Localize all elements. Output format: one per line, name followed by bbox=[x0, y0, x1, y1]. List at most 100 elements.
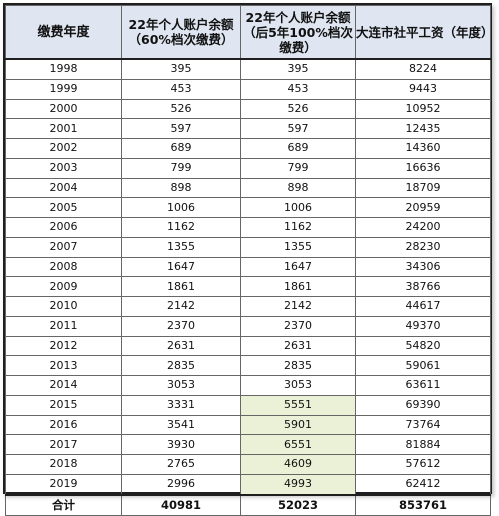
cell-avg-wage: 49370 bbox=[355, 315, 491, 337]
cell-balance-100pct: 4609 bbox=[240, 454, 356, 475]
cell-balance-60pct: 453 bbox=[121, 78, 241, 100]
cell-year: 2004 bbox=[5, 177, 122, 199]
cell-year: 2003 bbox=[5, 157, 122, 179]
cell-balance-100pct: 597 bbox=[240, 118, 356, 139]
cell-year: 2017 bbox=[5, 434, 122, 455]
cell-balance-100pct: 395 bbox=[240, 58, 356, 80]
cell-balance-100pct: 1162 bbox=[240, 217, 356, 238]
total-balance-100pct: 52023 bbox=[240, 493, 356, 516]
cell-avg-wage: 59061 bbox=[355, 355, 491, 376]
cell-balance-60pct: 526 bbox=[121, 98, 241, 120]
cell-balance-60pct: 2370 bbox=[121, 315, 241, 337]
table-row: 2018 2765 4609 57612 bbox=[5, 454, 491, 475]
table-row: 2001 597 597 12435 bbox=[5, 118, 491, 139]
cell-year: 2005 bbox=[5, 197, 122, 218]
cell-balance-60pct: 1861 bbox=[121, 276, 241, 297]
cell-balance-100pct: 526 bbox=[240, 98, 356, 120]
cell-year: 2000 bbox=[5, 98, 122, 120]
cell-avg-wage: 28230 bbox=[355, 236, 491, 258]
cell-balance-100pct: 1355 bbox=[240, 236, 356, 258]
table-row: 2008 1647 1647 34306 bbox=[5, 256, 491, 278]
table-row: 2019 2996 4993 62412 bbox=[5, 473, 491, 496]
cell-balance-60pct: 597 bbox=[121, 118, 241, 139]
cell-year: 2010 bbox=[5, 296, 122, 317]
cell-avg-wage: 44617 bbox=[355, 296, 491, 317]
cell-balance-60pct: 2142 bbox=[121, 296, 241, 317]
cell-balance-60pct: 2631 bbox=[121, 335, 241, 357]
cell-balance-60pct: 2765 bbox=[121, 454, 241, 475]
total-avg-wage: 853761 bbox=[355, 493, 491, 516]
table-body: 1998 395 395 8224 1999 453 453 9443 2000 526 526 10… bbox=[5, 58, 491, 496]
table-row: 2015 3331 5551 69390 bbox=[5, 394, 491, 416]
cell-balance-100pct: 4993 bbox=[240, 473, 356, 496]
table-row: 2002 689 689 14360 bbox=[5, 138, 491, 159]
cell-balance-100pct: 3053 bbox=[240, 375, 356, 396]
cell-year: 2016 bbox=[5, 414, 122, 436]
total-balance-60pct: 40981 bbox=[121, 493, 241, 516]
table-row: 2004 898 898 18709 bbox=[5, 177, 491, 199]
cell-year: 2015 bbox=[5, 394, 122, 416]
total-label: 合计 bbox=[5, 493, 122, 516]
cell-avg-wage: 10952 bbox=[355, 98, 491, 120]
table-row: 2013 2835 2835 59061 bbox=[5, 355, 491, 376]
cell-avg-wage: 24200 bbox=[355, 217, 491, 238]
cell-balance-100pct: 2835 bbox=[240, 355, 356, 376]
table-row: 2016 3541 5901 73764 bbox=[5, 414, 491, 436]
cell-avg-wage: 34306 bbox=[355, 256, 491, 278]
cell-avg-wage: 20959 bbox=[355, 197, 491, 218]
cell-avg-wage: 18709 bbox=[355, 177, 491, 199]
cell-balance-100pct: 1861 bbox=[240, 276, 356, 297]
cell-avg-wage: 38766 bbox=[355, 276, 491, 297]
cell-year: 2018 bbox=[5, 454, 122, 475]
cell-balance-60pct: 3930 bbox=[121, 434, 241, 455]
cell-year: 2011 bbox=[5, 315, 122, 337]
header-balance-100pct: 22年个人账户余额（后5年100%档次缴费） bbox=[240, 5, 356, 60]
cell-avg-wage: 9443 bbox=[355, 78, 491, 100]
cell-year: 2001 bbox=[5, 118, 122, 139]
cell-year: 2002 bbox=[5, 138, 122, 159]
spreadsheet-table-container: 缴费年度 22年个人账户余额（60%档次缴费） 22年个人账户余额（后5年100… bbox=[3, 3, 492, 516]
cell-avg-wage: 57612 bbox=[355, 454, 491, 475]
cell-year: 2012 bbox=[5, 335, 122, 357]
total-row: 合计 40981 52023 853761 bbox=[5, 493, 491, 516]
table-row: 2012 2631 2631 54820 bbox=[5, 335, 491, 357]
cell-avg-wage: 81884 bbox=[355, 434, 491, 455]
table-row: 2000 526 526 10952 bbox=[5, 98, 491, 120]
cell-balance-60pct: 1006 bbox=[121, 197, 241, 218]
cell-balance-60pct: 1355 bbox=[121, 236, 241, 258]
table-row: 2007 1355 1355 28230 bbox=[5, 236, 491, 258]
cell-balance-60pct: 3331 bbox=[121, 394, 241, 416]
cell-balance-60pct: 2996 bbox=[121, 473, 241, 496]
cell-balance-100pct: 5551 bbox=[240, 394, 356, 416]
cell-balance-100pct: 5901 bbox=[240, 414, 356, 436]
cell-avg-wage: 8224 bbox=[355, 58, 491, 80]
cell-balance-100pct: 689 bbox=[240, 138, 356, 159]
cell-balance-60pct: 2835 bbox=[121, 355, 241, 376]
table-row: 2014 3053 3053 63611 bbox=[5, 375, 491, 396]
cell-balance-100pct: 1647 bbox=[240, 256, 356, 278]
cell-balance-100pct: 898 bbox=[240, 177, 356, 199]
cell-avg-wage: 16636 bbox=[355, 157, 491, 179]
cell-avg-wage: 62412 bbox=[355, 473, 491, 496]
table-row: 2005 1006 1006 20959 bbox=[5, 197, 491, 218]
cell-avg-wage: 69390 bbox=[355, 394, 491, 416]
cell-balance-60pct: 689 bbox=[121, 138, 241, 159]
table-row: 2003 799 799 16636 bbox=[5, 157, 491, 179]
cell-balance-100pct: 1006 bbox=[240, 197, 356, 218]
cell-avg-wage: 54820 bbox=[355, 335, 491, 357]
header-balance-60pct: 22年个人账户余额（60%档次缴费） bbox=[121, 5, 241, 60]
cell-balance-60pct: 1647 bbox=[121, 256, 241, 278]
cell-year: 2013 bbox=[5, 355, 122, 376]
cell-year: 1999 bbox=[5, 78, 122, 100]
cell-year: 2019 bbox=[5, 473, 122, 496]
cell-avg-wage: 73764 bbox=[355, 414, 491, 436]
cell-avg-wage: 12435 bbox=[355, 118, 491, 139]
header-row: 缴费年度 22年个人账户余额（60%档次缴费） 22年个人账户余额（后5年100… bbox=[5, 5, 491, 60]
cell-balance-100pct: 2142 bbox=[240, 296, 356, 317]
cell-balance-60pct: 898 bbox=[121, 177, 241, 199]
table-row: 2017 3930 6551 81884 bbox=[5, 434, 491, 455]
cell-balance-100pct: 6551 bbox=[240, 434, 356, 455]
cell-balance-60pct: 3541 bbox=[121, 414, 241, 436]
pension-balance-table: 缴费年度 22年个人账户余额（60%档次缴费） 22年个人账户余额（后5年100… bbox=[5, 5, 491, 516]
cell-year: 2014 bbox=[5, 375, 122, 396]
